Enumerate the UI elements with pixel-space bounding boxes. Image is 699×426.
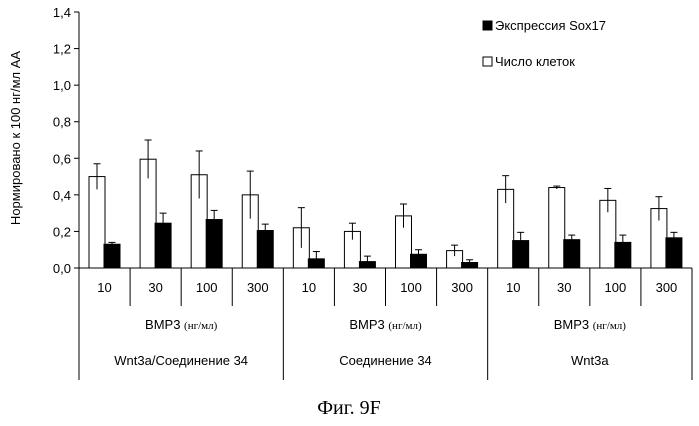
- error-bar-cell-count: [400, 203, 407, 228]
- error-bar-sox17: [108, 241, 116, 247]
- legend: Экспрессия Sox17 Число клеток: [482, 18, 606, 69]
- error-bar-sox17: [568, 234, 576, 245]
- error-bar-cell-count: [297, 207, 305, 248]
- y-tick-label: 0,8: [53, 115, 71, 130]
- y-tick-label: 1,4: [53, 5, 71, 20]
- error-bar-sox17: [670, 231, 678, 244]
- category-label: 300: [451, 280, 473, 295]
- error-bar-sox17: [159, 212, 167, 234]
- category-label: 100: [400, 280, 422, 295]
- y-axis: 0,0 0,2 0,4 0,6 0,8 1,0 1,2 1,4: [53, 5, 80, 276]
- bars: [88, 139, 683, 269]
- error-bar-cell-count: [553, 185, 561, 190]
- y-tick-label: 0,0: [53, 261, 71, 276]
- category-label: 30: [353, 280, 367, 295]
- bmp-label: BMP3 (нг/мл): [349, 317, 422, 332]
- x-axis-table: 10 30 100 300 10 30 100 300 10 30 100 300 BMP3 (нг/м…: [78, 267, 693, 380]
- bar-cell-count: [88, 176, 106, 269]
- error-bar-sox17: [619, 234, 627, 250]
- legend-swatch-cells: [482, 56, 493, 67]
- error-bar-cell-count: [348, 222, 356, 240]
- bmp-label-unit: (нг/мл): [593, 320, 627, 332]
- y-tick-label: 0,2: [53, 224, 71, 239]
- error-bar-cell-count: [195, 150, 203, 199]
- error-bar-sox17: [363, 255, 371, 268]
- error-bar-cell-count: [246, 170, 254, 219]
- error-bar-cell-count: [451, 244, 459, 257]
- error-bar-sox17: [517, 231, 525, 249]
- figure-caption: Фиг. 9F: [317, 397, 381, 419]
- y-tick-label: 0,6: [53, 151, 71, 166]
- group-label: Соединение 34: [339, 353, 432, 368]
- error-bar-sox17: [415, 249, 422, 259]
- bmp-label-main: BMP3: [554, 317, 593, 332]
- error-bar-cell-count: [502, 175, 510, 204]
- error-bar-cell-count: [144, 139, 152, 179]
- error-bar-cell-count: [93, 163, 101, 190]
- y-tick-label: 0,4: [53, 188, 71, 203]
- legend-swatch-sox17: [482, 20, 493, 31]
- y-axis-label: Нормировано к 100 нг/мл АА: [8, 51, 23, 225]
- y-tick-label: 1,0: [53, 78, 71, 93]
- bar-sox17: [103, 243, 121, 269]
- category-label: 100: [196, 280, 218, 295]
- category-label: 10: [506, 280, 520, 295]
- error-bar-sox17: [210, 209, 218, 229]
- y-tick-label: 1,2: [53, 42, 71, 57]
- category-label: 30: [148, 280, 162, 295]
- category-label: 10: [302, 280, 316, 295]
- bmp-label-main: BMP3: [145, 317, 184, 332]
- category-label: 10: [97, 280, 111, 295]
- category-label: 30: [557, 280, 571, 295]
- error-bar-sox17: [261, 223, 269, 237]
- bmp-label-unit: (нг/мл): [184, 320, 218, 332]
- category-label: 300: [247, 280, 269, 295]
- bmp-label-unit: (нг/мл): [388, 320, 422, 332]
- group-label: Wnt3a: [571, 353, 609, 368]
- error-bar-sox17: [466, 259, 474, 266]
- bmp-label-main: BMP3: [349, 317, 388, 332]
- legend-label-sox17: Экспрессия Sox17: [495, 18, 606, 33]
- group-label: Wnt3a/Соединение 34: [114, 353, 248, 368]
- bmp-label: BMP3 (нг/мл): [554, 317, 627, 332]
- category-label: 100: [605, 280, 627, 295]
- bar-cell-count: [548, 187, 566, 269]
- category-label: 300: [656, 280, 678, 295]
- error-bar-cell-count: [604, 187, 612, 213]
- error-bar-sox17: [312, 251, 320, 267]
- bmp-label: BMP3 (нг/мл): [145, 317, 218, 332]
- error-bar-cell-count: [655, 196, 663, 221]
- legend-label-cells: Число клеток: [495, 54, 575, 69]
